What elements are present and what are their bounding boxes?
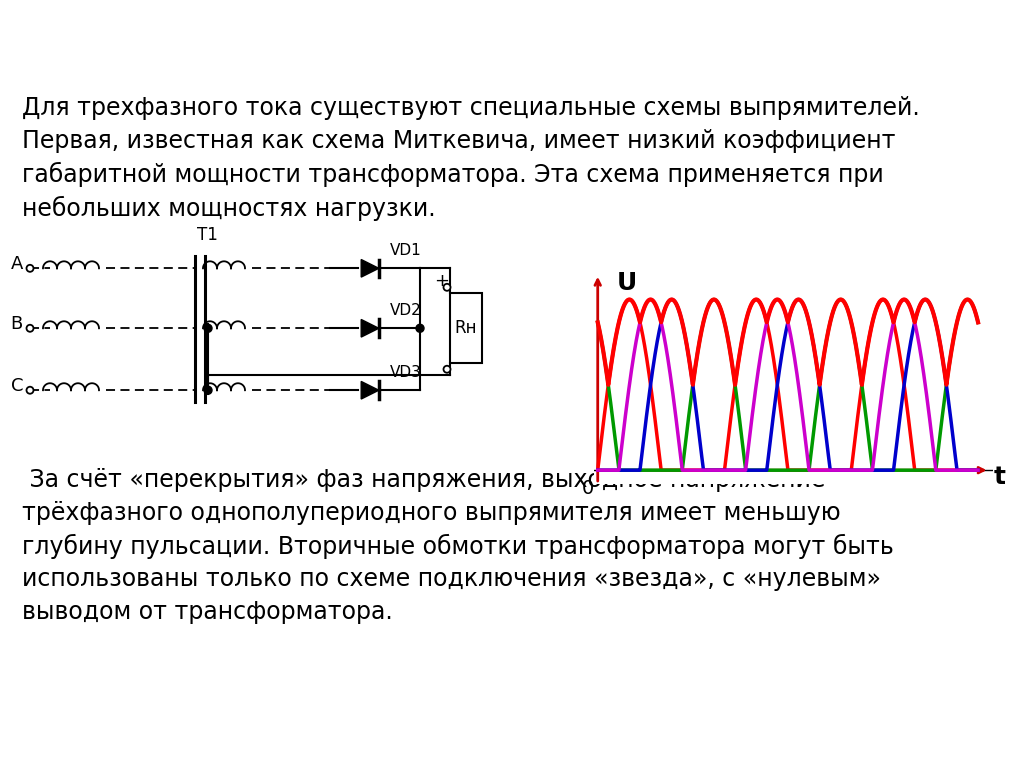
- Text: За счёт «перекрытия» фаз напряжения, выходное напряжение
трёхфазного однополупер: За счёт «перекрытия» фаз напряжения, вых…: [22, 468, 894, 624]
- Circle shape: [204, 386, 212, 394]
- Text: B: B: [10, 316, 23, 333]
- Circle shape: [443, 366, 451, 372]
- Text: U: U: [616, 270, 637, 294]
- Text: 0: 0: [582, 478, 594, 498]
- Polygon shape: [361, 260, 379, 277]
- Polygon shape: [361, 382, 379, 399]
- Text: T1: T1: [197, 227, 217, 244]
- Text: +: +: [434, 273, 450, 290]
- Circle shape: [416, 324, 424, 333]
- Circle shape: [27, 265, 34, 272]
- Text: VD1: VD1: [390, 243, 422, 258]
- Text: VD2: VD2: [390, 303, 422, 318]
- Polygon shape: [361, 319, 379, 337]
- Circle shape: [204, 324, 212, 333]
- Text: Для трехфазного тока существуют специальные схемы выпрямителей.
Первая, известна: Для трехфазного тока существуют специаль…: [22, 97, 920, 221]
- Text: C: C: [10, 377, 23, 396]
- Circle shape: [27, 325, 34, 332]
- Bar: [450, 293, 482, 363]
- Text: −: −: [433, 366, 452, 386]
- Circle shape: [27, 387, 34, 394]
- Text: t: t: [993, 465, 1006, 489]
- Text: Rн: Rн: [455, 319, 477, 337]
- Text: A: A: [10, 255, 23, 273]
- Text: VD3: VD3: [390, 365, 422, 379]
- Circle shape: [443, 284, 451, 291]
